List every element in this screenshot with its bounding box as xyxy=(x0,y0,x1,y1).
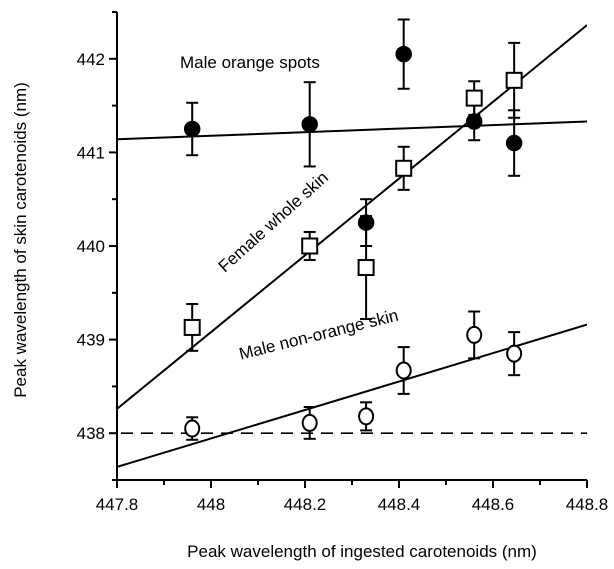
x-tick-label: 447.8 xyxy=(96,495,139,514)
error-bars xyxy=(186,18,521,441)
series-label: Male non-orange skin xyxy=(237,306,400,364)
y-tick-label: 441 xyxy=(77,143,105,162)
data-markers xyxy=(183,45,523,438)
y-tick-label: 438 xyxy=(77,424,105,443)
x-axis-title: Peak wavelength of ingested carotenoids … xyxy=(187,542,537,561)
axes: 438 439 440 441 442 447.8 448 448.2 448.4 448.6 44… xyxy=(77,11,609,514)
open-square-point xyxy=(395,159,413,177)
x-tick-label: 448.8 xyxy=(566,495,609,514)
y-tick-label: 442 xyxy=(77,50,105,69)
x-tick-label: 448.2 xyxy=(284,495,327,514)
filled-circle-point xyxy=(505,134,523,152)
open-circle-point xyxy=(301,413,318,432)
open-circle-point xyxy=(466,325,483,344)
open-circle-point xyxy=(358,407,375,426)
fit-line xyxy=(117,24,587,410)
y-axis-title: Peak wavelength of skin carotenoids (nm) xyxy=(11,82,30,398)
y-tick-label: 439 xyxy=(77,331,105,350)
fit-lines xyxy=(117,24,587,468)
x-tick-label: 448.4 xyxy=(378,495,421,514)
filled-circle-point xyxy=(357,214,375,231)
filled-circle-point xyxy=(465,113,483,130)
open-square-point xyxy=(183,318,201,336)
open-circle-point xyxy=(506,344,523,363)
open-square-point xyxy=(465,89,483,107)
open-square-point xyxy=(301,237,319,255)
series-label: Male orange spots xyxy=(180,53,320,72)
filled-circle-point xyxy=(301,116,318,133)
y-tick-label: 440 xyxy=(77,237,105,256)
open-circle-point xyxy=(184,419,201,438)
open-circle-point xyxy=(395,361,412,380)
x-tick-label: 448.6 xyxy=(472,495,515,514)
open-square-point xyxy=(357,259,375,277)
x-tick-label: 448 xyxy=(197,495,225,514)
filled-circle-point xyxy=(395,45,412,63)
filled-circle-point xyxy=(183,120,201,138)
open-square-point xyxy=(505,71,523,89)
